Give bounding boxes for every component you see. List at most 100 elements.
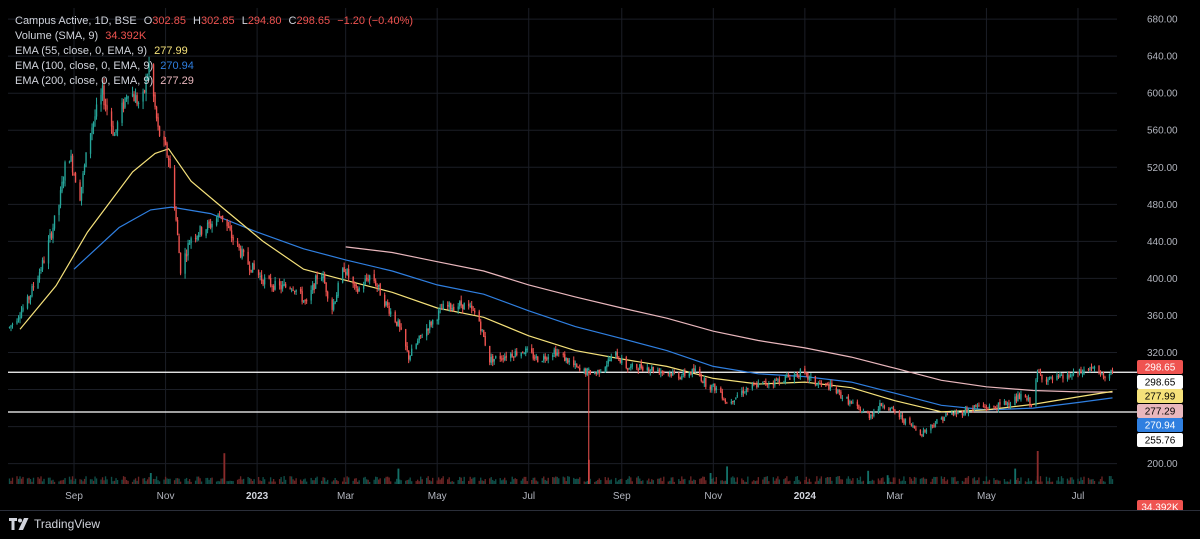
- candle-down: [175, 209, 177, 221]
- volume-bar: [609, 480, 611, 484]
- candle-up: [1017, 394, 1019, 402]
- candle-down: [723, 399, 725, 401]
- price-tag: [1137, 375, 1183, 389]
- volume-bar: [116, 479, 119, 484]
- candle-down: [155, 106, 158, 119]
- volume-bar: [753, 480, 755, 484]
- candle-up: [877, 408, 880, 412]
- candle-up: [438, 310, 440, 321]
- volume-bar: [94, 476, 96, 484]
- volume-bar: [936, 476, 938, 484]
- candle-up: [418, 335, 420, 341]
- candle-down: [167, 157, 170, 161]
- price-chart[interactable]: 200.00240.00280.00320.00360.00400.00440.…: [0, 0, 1200, 510]
- volume-bar: [137, 476, 140, 484]
- volume-bar: [1111, 479, 1114, 484]
- volume-bar: [163, 479, 165, 484]
- candle-up: [543, 355, 545, 361]
- candle-down: [747, 388, 749, 390]
- candle-down: [909, 418, 911, 424]
- candle-up: [1078, 369, 1081, 374]
- volume-bar: [945, 481, 947, 484]
- tradingview-logo[interactable]: TradingView: [9, 517, 100, 531]
- volume-bar: [672, 477, 674, 484]
- volume-bar: [217, 480, 219, 484]
- candle-down: [775, 379, 778, 381]
- volume-bar: [523, 476, 525, 484]
- volume-bar: [238, 478, 240, 484]
- volume-bar: [616, 481, 618, 484]
- volume-bar: [284, 479, 287, 484]
- legend-ema55-row[interactable]: EMA (55, close, 0, EMA, 9) 277.99: [15, 44, 413, 59]
- volume-bar: [1108, 476, 1111, 484]
- candle-up: [490, 356, 492, 363]
- candle-down: [347, 268, 350, 278]
- volume-bar: [660, 477, 662, 484]
- time-axis-label: 2024: [794, 491, 817, 502]
- candle-up: [1035, 379, 1037, 406]
- candle-up: [639, 364, 641, 371]
- candle-down: [753, 384, 755, 386]
- volume-bar: [505, 480, 507, 484]
- volume-bar: [690, 476, 692, 484]
- candle-up: [64, 162, 66, 181]
- candle-down: [532, 352, 534, 359]
- candle-up: [768, 383, 770, 385]
- candle-down: [209, 223, 212, 228]
- volume-bar: [966, 477, 968, 484]
- candle-down: [648, 368, 650, 372]
- legend-high: 302.85: [200, 15, 235, 27]
- candle-up: [346, 269, 348, 275]
- volume-bar: [618, 480, 620, 484]
- candle-down: [577, 366, 579, 368]
- candle-up: [358, 287, 360, 292]
- candle-down: [268, 276, 270, 279]
- candle-down: [460, 300, 462, 306]
- time-axis-label: Jul: [522, 491, 535, 502]
- legend-ohlc-row[interactable]: Campus Active, 1D, BSE O302.85 H302.85 L…: [15, 14, 413, 29]
- volume-bar: [218, 481, 221, 484]
- volume-bar: [377, 479, 380, 484]
- legend-ema200-row[interactable]: EMA (200, close, 0, EMA, 9) 277.29: [15, 74, 413, 89]
- candle-down: [365, 277, 368, 280]
- legend-ema100-row[interactable]: EMA (100, close, 0, EMA, 9) 270.94: [15, 59, 413, 74]
- candle-up: [385, 301, 387, 306]
- volume-bar: [736, 477, 739, 484]
- volume-bar: [471, 478, 473, 484]
- volume-bar: [1038, 481, 1040, 484]
- candle-up: [588, 369, 590, 371]
- candle-down: [221, 215, 224, 220]
- volume-bar: [499, 478, 501, 484]
- candle-up: [1083, 369, 1085, 375]
- candle-up: [1059, 374, 1061, 378]
- volume-bar: [472, 477, 474, 484]
- volume-bar: [744, 481, 746, 484]
- candle-up: [1050, 376, 1052, 378]
- volume-bar: [323, 477, 326, 484]
- chart-background: [0, 0, 1200, 510]
- candle-down: [1051, 377, 1054, 381]
- volume-bar: [646, 480, 648, 484]
- legend-low-label: L: [241, 15, 248, 27]
- candle-up: [630, 366, 632, 368]
- volume-bar: [178, 478, 180, 484]
- volume-bar: [921, 478, 923, 484]
- candle-down: [880, 403, 883, 407]
- volume-bar: [604, 477, 606, 484]
- volume-bar: [651, 479, 653, 484]
- volume-bar: [310, 477, 312, 484]
- candle-down: [1057, 375, 1060, 377]
- volume-bar: [714, 481, 716, 484]
- volume-bar: [373, 479, 375, 484]
- volume-bar: [37, 477, 39, 484]
- volume-bar: [176, 478, 179, 484]
- volume-bar: [241, 479, 243, 484]
- candle-down: [700, 375, 702, 382]
- candle-up: [199, 225, 201, 235]
- time-axis-label: Nov: [704, 491, 722, 502]
- legend-volume-row[interactable]: Volume (SMA, 9) 34.392K: [15, 29, 413, 44]
- candle-down: [966, 408, 968, 413]
- time-axis[interactable]: Sep Nov 2023 Mar May Jul Sep Nov 2024 Mar May Jul: [65, 491, 1084, 502]
- candle-down: [331, 299, 333, 310]
- candle-up: [116, 122, 119, 131]
